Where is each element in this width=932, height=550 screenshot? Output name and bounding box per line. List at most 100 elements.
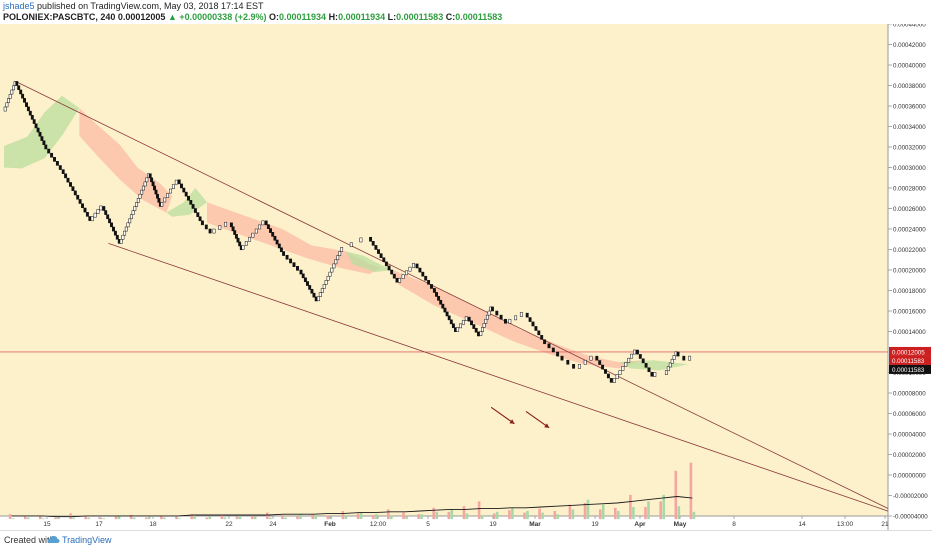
- low-value: 0.00011583: [396, 12, 444, 22]
- volume-bar-up: [359, 512, 363, 519]
- renko-brick-up: [633, 349, 636, 355]
- volume-bar-down: [356, 513, 360, 519]
- cloud-bull-0: [4, 95, 80, 169]
- annotation-arrowhead: [544, 423, 550, 428]
- renko-brick-up: [666, 366, 670, 372]
- volume-bar-up: [208, 516, 212, 520]
- time-axis-label: 22: [225, 521, 233, 528]
- high-label: H:: [328, 12, 339, 22]
- renko-brick-down: [525, 312, 529, 318]
- upper-price-tag-label: 0.00011583: [892, 358, 925, 365]
- price-axis-label: 0.00016000: [893, 309, 926, 316]
- renko-brick-down: [490, 306, 494, 312]
- renko-brick-up: [320, 288, 324, 293]
- renko-brick-down: [395, 277, 399, 283]
- renko-brick-up: [359, 237, 363, 243]
- volume-bar-down: [175, 516, 178, 520]
- volume-bar-up: [495, 511, 499, 519]
- publish-line: jshade5 published on TradingView.com, Ma…: [3, 1, 264, 11]
- renko-brick-up: [398, 277, 402, 283]
- volume-bar-down: [538, 508, 541, 520]
- last-price: 0.00012005: [117, 12, 166, 22]
- lower-price-tag-label: 0.00011583: [892, 367, 925, 374]
- volume-bar-down: [235, 516, 239, 520]
- renko-brick-down: [537, 330, 541, 336]
- renko-brick-down: [277, 243, 281, 249]
- renko-brick-up: [129, 214, 133, 220]
- price-axis-label: -0.00002000: [893, 493, 928, 500]
- volume-bar-down: [462, 506, 466, 520]
- price-axis-label: 0.00032000: [893, 145, 926, 152]
- renko-brick-up: [324, 280, 328, 285]
- renko-brick-up: [96, 209, 100, 214]
- price-axis-label: 0.00028000: [893, 186, 926, 193]
- renko-brick-up: [133, 206, 137, 211]
- price-axis-label: 0.00026000: [893, 206, 926, 213]
- renko-brick-down: [40, 136, 44, 141]
- volume-bar-up: [571, 509, 575, 520]
- renko-brick-down: [540, 335, 544, 340]
- volume-bar-up: [374, 514, 378, 519]
- current-price-tag: [889, 346, 931, 356]
- renko-brick-down: [275, 239, 279, 245]
- renko-brick-down: [53, 157, 56, 162]
- renko-brick-up: [653, 372, 657, 377]
- renko-brick-down: [377, 249, 380, 254]
- price-axis-label: 0.00020000: [893, 268, 926, 275]
- renko-brick-down: [474, 327, 478, 333]
- renko-brick-up: [261, 220, 265, 226]
- renko-brick-up: [664, 370, 668, 375]
- renko-brick-down: [379, 253, 383, 258]
- renko-brick-up: [8, 94, 12, 99]
- volume-bar-down: [296, 516, 299, 520]
- change-value: +0.00000338 (+2.9%): [179, 12, 267, 22]
- symbol-label: POLONIEX:PASCBTC, 240: [3, 12, 116, 22]
- current-price-tag-label: 0.00012005: [892, 349, 925, 356]
- volume-bar-up: [253, 516, 257, 520]
- renko-brick-up: [412, 263, 415, 268]
- price-axis-label: 0.00038000: [893, 83, 926, 90]
- renko-brick-up: [174, 179, 178, 185]
- price-axis-background[interactable]: [888, 24, 932, 530]
- renko-brick-down: [58, 165, 62, 170]
- volume-bar-down: [23, 516, 27, 520]
- volume-bar-up: [238, 515, 242, 520]
- time-axis-label: 13:00: [837, 521, 854, 528]
- renko-chart[interactable]: 0.00044000 0.00042000 0.00040000 0.00038000…: [0, 22, 932, 530]
- volume-bar-up: [450, 509, 454, 520]
- renko-brick-down: [238, 241, 242, 247]
- volume-bar-down: [447, 511, 451, 519]
- price-axis-label: 0.00030000: [893, 165, 926, 172]
- volume-bar-down: [644, 507, 647, 520]
- renko-brick-up: [670, 358, 674, 364]
- time-axis[interactable]: 15 17 18 22 24 Feb 12:00 5 19 Mar 19 Apr May 8 14 13:00…: [43, 516, 889, 528]
- renko-brick-down: [151, 181, 155, 187]
- renko-brick-up: [459, 323, 462, 329]
- renko-brick-down: [81, 203, 84, 209]
- tradingview-cloud-icon: [47, 535, 60, 543]
- annotation-arrow-shaft: [525, 411, 550, 429]
- renko-brick-down: [233, 230, 237, 235]
- renko-brick-down: [78, 199, 82, 204]
- renko-brick-down: [102, 206, 106, 211]
- time-axis-label: 8: [732, 521, 736, 528]
- chart-area[interactable]: 0.00044000 0.00042000 0.00040000 0.00038000…: [0, 22, 932, 530]
- renko-brick-up: [408, 266, 412, 272]
- renko-brick-down: [292, 262, 296, 267]
- author-link[interactable]: jshade5: [3, 1, 35, 11]
- renko-brick-up: [583, 359, 587, 365]
- renko-brick-up: [519, 312, 523, 317]
- renko-brick-up: [212, 228, 216, 234]
- volume-bar-up: [480, 515, 484, 519]
- time-axis-background[interactable]: [0, 516, 888, 530]
- plot-background[interactable]: [0, 24, 888, 516]
- renko-brick-down: [641, 358, 645, 364]
- renko-brick-down: [424, 275, 428, 281]
- renko-brick-down: [427, 280, 431, 285]
- volume-bar-down: [266, 512, 269, 519]
- renko-brick-up: [244, 241, 248, 246]
- tradingview-brand-link[interactable]: TradingView: [62, 535, 112, 545]
- volume-bar-down: [417, 514, 420, 519]
- volume-bar-down: [689, 462, 693, 520]
- renko-brick-up: [3, 106, 7, 112]
